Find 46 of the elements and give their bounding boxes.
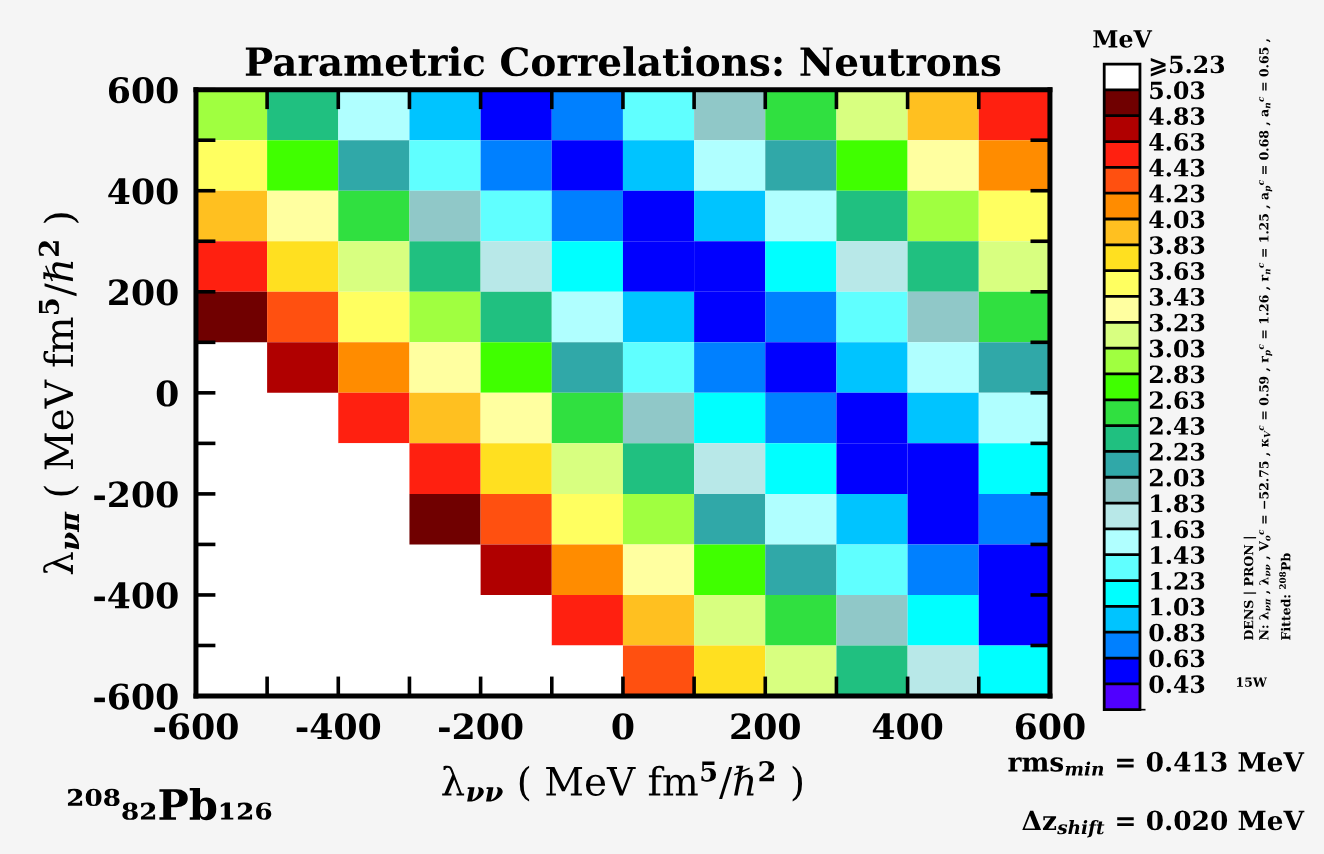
x-tick-label: -600 — [154, 713, 238, 740]
x-axis-title: λ$_{νν}$ ( MeV fm$^{5}$/ℏ$^{2}$ ) — [442, 761, 802, 802]
chart-title: Parametric Correlations: Neutrons — [245, 46, 1001, 77]
color-bar-label: 2.63 — [1149, 391, 1205, 410]
color-bar-label: 0.83 — [1149, 623, 1205, 642]
y-tick-label: -600 — [94, 683, 178, 710]
text: ²⁰⁸₈₂Pb₁₂₆ — [67, 788, 272, 821]
y-tick-label: 200 — [109, 279, 178, 306]
y-tick-label: -400 — [94, 582, 178, 609]
color-bar-label: 2.83 — [1149, 365, 1205, 384]
color-bar-label: 3.83 — [1149, 236, 1205, 255]
color-bar-label: 2.43 — [1149, 417, 1205, 435]
y-axis-title: λ$_{νπ}$ ( MeV fm$^{5}$/ℏ$^{2}$ ) — [38, 213, 79, 575]
color-bar-label: 1.63 — [1151, 520, 1205, 539]
color-bar-label: 5.03 — [1150, 81, 1205, 100]
color-bar-title: MeV — [1093, 30, 1153, 48]
color-bar-label: 4.03 — [1149, 210, 1205, 229]
x-tick-label: 400 — [872, 713, 943, 740]
y-tick-label: 400 — [108, 178, 178, 205]
x-tick-label: -200 — [439, 713, 523, 740]
color-bar-label: 0.63 — [1149, 649, 1205, 668]
color-bar-label: 3.23 — [1149, 313, 1205, 332]
color-bar-label: 3.43 — [1149, 287, 1205, 306]
text: Δz$_{shift}$ = 0.020 MeV — [1022, 810, 1305, 838]
y-tick-label: 0 — [156, 380, 178, 407]
color-bar-label: ⩾5.23 — [1150, 55, 1225, 77]
x-tick-label: 600 — [1015, 713, 1085, 740]
color-bar-label: 1.23 — [1151, 572, 1205, 590]
color-bar-label: 1.03 — [1151, 597, 1205, 616]
color-bar-label: 1.43 — [1151, 546, 1205, 565]
y-tick-label: 600 — [108, 77, 178, 104]
color-bar-label: 2.03 — [1149, 468, 1205, 487]
color-bar-label: 4.43 — [1149, 158, 1205, 177]
color-bar-label: 0.43 — [1149, 675, 1205, 694]
color-bar-label: 3.63 — [1149, 262, 1205, 280]
color-bar-label: 4.83 — [1149, 107, 1205, 126]
text: rms$_{min}$ = 0.413 MeV — [1008, 751, 1305, 776]
color-bar-label: 4.63 — [1149, 132, 1205, 151]
x-tick-label: -400 — [296, 713, 381, 740]
x-tick-label: 200 — [731, 713, 800, 740]
color-bar-label: 2.23 — [1149, 442, 1205, 461]
color-bar-label: 1.83 — [1151, 494, 1205, 513]
color-bar-label: 4.23 — [1149, 184, 1205, 203]
color-bar-label: 3.03 — [1149, 339, 1205, 358]
x-tick-label: 0 — [612, 713, 634, 740]
y-tick-label: -200 — [94, 481, 178, 508]
